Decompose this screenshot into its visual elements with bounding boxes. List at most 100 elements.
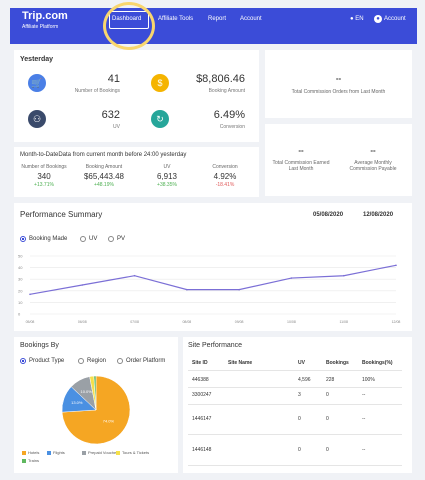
y-tick-label: 40: [18, 265, 23, 270]
col-site-id: Site ID: [192, 360, 208, 366]
site-performance-title: Site Performance: [188, 342, 243, 349]
commission-orders-card: [265, 50, 412, 118]
radio-label: UV: [89, 236, 98, 242]
amount-label: Booking Amount: [208, 88, 245, 94]
performance-title: Performance Summary: [20, 210, 103, 219]
slice-label: 10.0%: [81, 389, 93, 394]
nav-report[interactable]: Report: [208, 16, 227, 22]
cart-icon: 🛒: [28, 74, 46, 92]
col-bookings: Bookings: [326, 360, 349, 366]
date-from[interactable]: 05/08/2020: [313, 212, 344, 218]
user-icon: ⚇: [28, 110, 46, 128]
radio-label: Region: [87, 358, 107, 364]
mtd-uv: UV 6,913 +38.35%: [137, 164, 197, 188]
highlight-circle: [103, 2, 155, 50]
bookings-by-title: Bookings By: [20, 342, 59, 349]
cell-uv: 3: [298, 392, 301, 398]
data-point[interactable]: [29, 293, 31, 296]
cell-bookings-pct: 100%: [362, 377, 375, 383]
x-tick-label: 10/08: [287, 320, 296, 324]
dollar-icon: $: [151, 74, 169, 92]
cell-site-id: 1446148: [192, 447, 212, 453]
divider: [188, 465, 402, 466]
mtd-conversion-value: 4.92%: [213, 172, 237, 181]
conversion-value: 6.49%: [213, 109, 245, 121]
legend-item[interactable]: Trains: [22, 458, 39, 463]
pie-slice[interactable]: [93, 375, 97, 411]
data-point[interactable]: [133, 274, 136, 277]
radio-order-platform[interactable]: Order Platform: [117, 358, 165, 364]
cell-site-id: 3300247: [192, 392, 212, 398]
legend-label: Trains: [28, 458, 39, 463]
date-to[interactable]: 12/08/2020: [363, 212, 394, 218]
legend-item[interactable]: Prepaid Vouchers: [82, 450, 120, 455]
x-tick-label: 09/08: [235, 320, 244, 324]
x-tick-label: 08/08: [182, 320, 191, 324]
commission-earned-label: Total Commission Earned Last Month: [272, 160, 330, 172]
legend-swatch: [82, 450, 86, 455]
x-tick-label: 05/08: [26, 320, 35, 324]
y-tick-label: 0: [18, 312, 21, 317]
col-uv: UV: [298, 360, 305, 366]
data-point[interactable]: [290, 277, 293, 279]
legend-item[interactable]: Flights: [47, 450, 65, 455]
conversion-label: Conversion: [219, 124, 245, 130]
logo[interactable]: Trip.com: [22, 10, 68, 22]
cell-uv: 4,596: [298, 377, 311, 383]
radio-pv[interactable]: PV: [108, 236, 125, 242]
cell-bookings-pct: --: [362, 447, 366, 453]
cell-bookings: 228: [326, 377, 335, 383]
radio-label: Booking Made: [29, 236, 68, 242]
legend-swatch: [116, 450, 120, 455]
logo-subtitle: Affiliate Platform: [22, 24, 59, 30]
radio-uv[interactable]: UV: [80, 236, 97, 242]
nav-affiliate-tools[interactable]: Affiliate Tools: [158, 16, 194, 22]
site-performance-card: [183, 337, 412, 473]
yesterday-card: [14, 50, 259, 142]
radio-product-type[interactable]: Product Type: [20, 358, 64, 364]
legend-item[interactable]: Tours & Tickets: [116, 450, 149, 455]
col-site-name: Site Name: [228, 360, 253, 366]
mtd-conversion-delta: -18.41%: [215, 182, 235, 188]
legend-swatch: [47, 450, 51, 455]
account-menu[interactable]: ● Account: [374, 15, 406, 23]
divider: [188, 404, 402, 405]
radio-dot: [80, 236, 86, 242]
y-tick-label: 50: [18, 254, 23, 259]
globe-icon: ●: [350, 16, 354, 22]
data-point[interactable]: [395, 264, 397, 267]
commission-payable-value: --: [370, 146, 376, 155]
yesterday-title: Yesterday: [20, 56, 54, 63]
data-point[interactable]: [81, 284, 84, 286]
nav-account[interactable]: Account: [240, 16, 262, 22]
divider: [188, 387, 402, 388]
x-tick-label: 11/08: [339, 320, 348, 324]
legend-label: Hotels: [28, 450, 40, 455]
data-point[interactable]: [238, 288, 240, 291]
radio-label: PV: [117, 236, 126, 242]
radio-region[interactable]: Region: [78, 358, 106, 364]
cell-bookings-pct: --: [362, 416, 366, 422]
bookings-pie-chart: 74.0% 13.0% 10.0%: [61, 375, 131, 445]
language-label: EN: [355, 16, 364, 22]
radio-dot: [117, 358, 123, 364]
cell-bookings-pct: --: [362, 392, 366, 398]
mtd-bookings-delta: +13.71%: [34, 182, 54, 188]
mtd-bookings-label: Number of Bookings: [21, 164, 67, 170]
cell-site-id: 446388: [192, 377, 209, 383]
mtd-conversion-label: Conversion: [212, 164, 238, 170]
legend-swatch: [22, 450, 26, 455]
x-tick-label: 06/08: [78, 320, 87, 324]
commission-earned-value: --: [298, 146, 304, 155]
commission-summary-card: [265, 124, 412, 196]
data-point[interactable]: [342, 274, 345, 277]
mtd-card: [14, 147, 259, 197]
radio-booking-made[interactable]: Booking Made: [20, 236, 67, 242]
amount-value: $8,806.46: [196, 73, 245, 85]
uv-value: 632: [101, 109, 120, 121]
radio-dot: [20, 358, 26, 364]
cell-uv: 0: [298, 447, 301, 453]
data-point[interactable]: [186, 288, 188, 291]
legend-item[interactable]: Hotels: [22, 450, 39, 455]
language-switch[interactable]: ● EN: [350, 16, 364, 22]
